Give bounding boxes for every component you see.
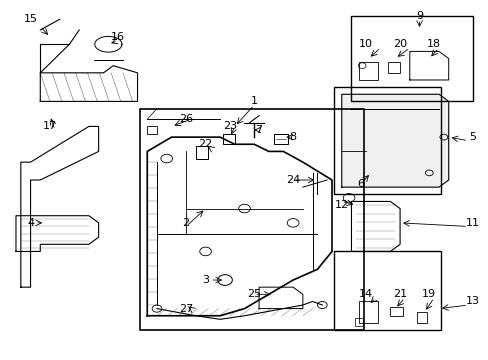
- Bar: [196, 146, 207, 158]
- Text: 19: 19: [421, 289, 435, 299]
- Text: 6: 6: [357, 179, 364, 189]
- Text: 22: 22: [198, 139, 212, 149]
- Text: 18: 18: [426, 39, 440, 49]
- Text: 23: 23: [223, 121, 237, 131]
- Text: 11: 11: [465, 218, 479, 228]
- Text: 17: 17: [43, 121, 57, 131]
- Bar: [351, 16, 472, 102]
- Text: 27: 27: [179, 303, 193, 314]
- Polygon shape: [341, 94, 448, 187]
- Bar: [358, 62, 377, 80]
- Bar: [222, 134, 234, 144]
- Bar: [147, 126, 157, 134]
- Text: 9: 9: [415, 11, 422, 21]
- Text: 7: 7: [255, 125, 262, 135]
- Bar: [334, 251, 441, 330]
- Text: 20: 20: [392, 39, 407, 49]
- Text: 4: 4: [27, 218, 34, 228]
- Text: 14: 14: [358, 289, 372, 299]
- Text: 15: 15: [23, 14, 38, 24]
- Bar: [140, 109, 363, 330]
- Bar: [389, 307, 402, 316]
- Text: 10: 10: [358, 39, 372, 49]
- Text: 24: 24: [285, 175, 300, 185]
- Text: 2: 2: [182, 218, 189, 228]
- Text: 25: 25: [246, 289, 261, 299]
- Text: 16: 16: [111, 32, 125, 42]
- Bar: [273, 134, 287, 144]
- Text: 5: 5: [468, 132, 475, 142]
- Text: 8: 8: [289, 132, 296, 142]
- Bar: [358, 301, 377, 323]
- Text: 1: 1: [250, 96, 257, 107]
- Text: 12: 12: [334, 200, 348, 210]
- Text: 26: 26: [179, 114, 193, 124]
- Bar: [416, 312, 426, 323]
- Bar: [355, 318, 362, 327]
- Text: 13: 13: [465, 296, 479, 306]
- Bar: [387, 62, 399, 73]
- Bar: [334, 87, 441, 194]
- Text: 3: 3: [202, 275, 209, 285]
- Text: 21: 21: [392, 289, 407, 299]
